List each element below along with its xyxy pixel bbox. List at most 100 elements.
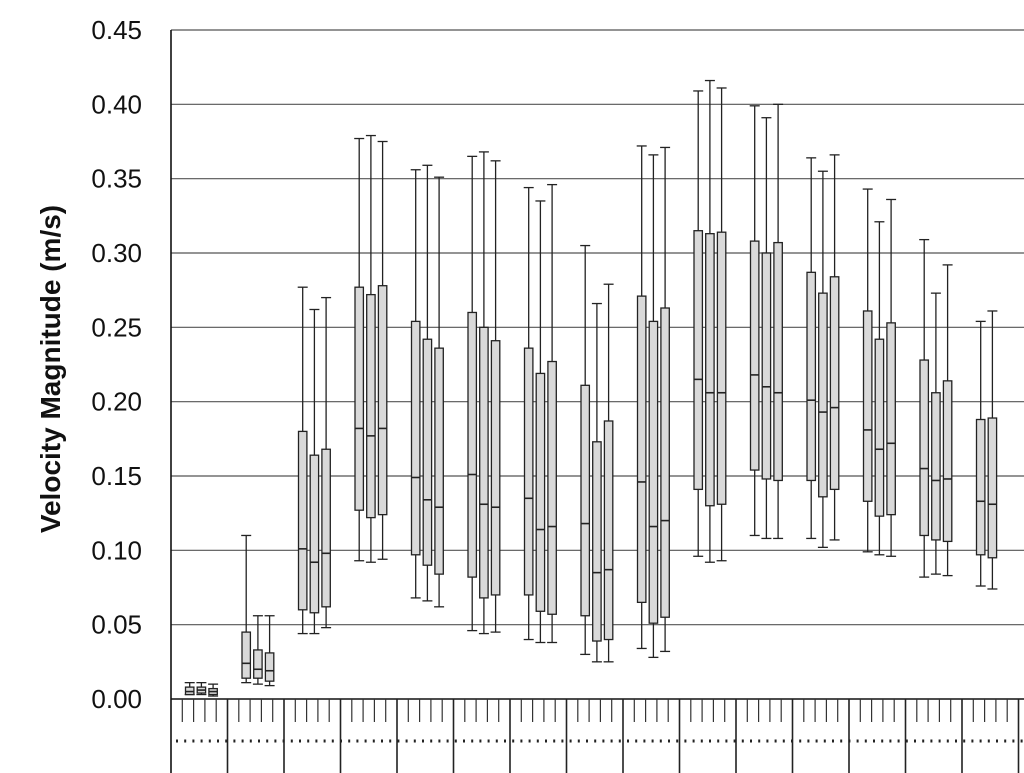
iqr-box [862,310,873,502]
box-plot-item [874,221,885,556]
y-tick-label: 0.25 [91,312,142,342]
iqr-box [761,252,772,480]
iqr-box [410,320,421,556]
x-axis-category-ticks [181,699,1020,773]
y-tick-label: 0.05 [91,610,142,640]
box-plot-item [523,186,534,641]
box-plot-item [975,320,986,587]
iqr-box [580,384,591,617]
box-plot-item [648,154,659,659]
iqr-box [422,338,433,566]
box-plot-item [603,283,614,663]
box-plot-item [580,244,591,656]
iqr-box [297,430,308,611]
box-plot-item [761,117,772,540]
box-plot-item [942,264,953,577]
box-group [862,188,897,557]
y-tick-label: 0.00 [91,684,142,714]
box-group [467,151,501,635]
y-tick-label: 0.35 [91,164,142,194]
axes [170,30,1024,773]
iqr-box [479,326,489,599]
box-group [975,310,998,590]
box-plot-item [365,134,376,563]
box-plot-item [930,292,941,575]
box-plot-item [309,308,320,635]
iqr-box [490,340,501,596]
box-plot-series [184,79,998,697]
y-axis-tick-labels: 0.00 0.05 0.10 0.15 0.20 0.25 0.30 0.35 0.40 0.45 [91,15,142,714]
box-group [749,103,784,540]
iqr-box [693,230,704,491]
box-plot-item [208,683,219,697]
box-plot-item [252,615,263,685]
box-plot-item [241,534,252,684]
box-plot-item [196,681,207,696]
box-plot-item [478,151,489,635]
iqr-box [975,418,986,556]
iqr-box [321,448,331,608]
box-plot-item [354,137,365,562]
iqr-box [467,311,478,578]
box-group [354,134,388,563]
iqr-box [660,307,670,618]
iqr-box [309,454,320,614]
y-tick-label: 0.45 [91,15,142,45]
iqr-box [705,233,715,507]
box-group [184,681,219,697]
box-plot-item [636,145,647,650]
iqr-box [241,631,252,679]
box-plot-item [660,146,671,653]
box-plot-item [264,615,275,687]
iqr-box [592,441,602,642]
box-group [241,534,275,687]
box-plot-item [693,90,704,557]
iqr-box [434,347,444,575]
y-tick-label: 0.30 [91,238,142,268]
box-plot-item [321,296,332,629]
box-plot-item [749,105,760,537]
box-plot-item [806,157,817,540]
box-group [580,244,614,663]
box-plot-item [410,169,421,599]
box-plot-item [704,79,715,563]
iqr-box [648,320,659,624]
box-plot-item [817,170,828,549]
iqr-box [716,231,727,505]
iqr-box [886,322,896,516]
iqr-box [547,360,557,615]
box-plot-item [716,87,727,562]
iqr-box [829,276,840,491]
iqr-box [818,292,828,498]
box-plot-item [919,238,930,578]
box-plot-item [773,103,784,540]
box-plot-item [422,164,433,602]
box-plot-item [886,198,897,557]
iqr-box [523,347,534,596]
iqr-box [603,420,614,641]
box-group [523,183,558,644]
iqr-box [942,380,953,543]
box-plot-item [535,200,546,644]
box-plot-item [490,160,501,633]
iqr-box [253,649,263,679]
iqr-box [987,417,998,559]
box-group [806,154,840,549]
iqr-box [806,271,817,482]
box-plot-item [184,681,195,696]
iqr-box [874,338,885,517]
y-axis-title: Velocity Magnitude (m/s) [35,205,66,533]
box-group [297,286,332,635]
y-tick-label: 0.40 [91,89,142,119]
box-plot-item [862,188,873,553]
iqr-box [354,286,365,511]
iqr-box [931,392,941,541]
box-plot-item [297,286,308,635]
box-group [636,145,671,659]
box-group [410,164,445,608]
iqr-box [366,293,376,519]
iqr-box [636,295,647,604]
iqr-box [919,359,930,537]
box-plot-item [547,183,558,644]
